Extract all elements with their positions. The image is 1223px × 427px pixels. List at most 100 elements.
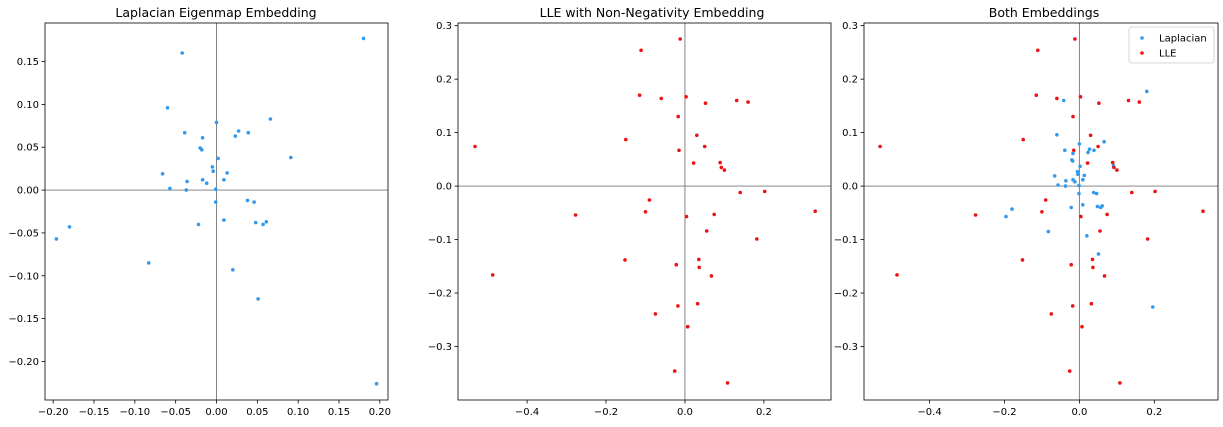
data-point: [213, 187, 218, 191]
data-point: [1081, 203, 1085, 207]
data-point: [1153, 189, 1157, 194]
data-point: [712, 212, 716, 217]
data-point: [1094, 191, 1099, 196]
data-point: [1096, 252, 1101, 256]
data-point: [261, 222, 265, 227]
data-point: [1055, 133, 1059, 137]
plot-frame: [863, 22, 1219, 401]
data-point: [1118, 381, 1122, 385]
data-point: [1070, 304, 1075, 308]
y-tick-label: −0.15: [8, 314, 39, 325]
data-point: [1046, 229, 1051, 234]
x-tick-label: 0.10: [287, 407, 309, 418]
data-point: [573, 213, 578, 217]
x-tick-label: 0.00: [205, 407, 227, 418]
data-point: [146, 261, 151, 265]
data-point: [1043, 198, 1048, 202]
data-point: [1036, 48, 1040, 53]
x-tick-label: −0.20: [38, 407, 69, 418]
data-point: [1095, 204, 1100, 209]
data-point: [684, 95, 688, 99]
chart-title: LLE with Non-Negativity Embedding: [540, 5, 765, 20]
data-point: [1064, 179, 1068, 183]
data-point: [196, 222, 201, 227]
data-point: [1126, 98, 1131, 103]
data-point: [210, 165, 215, 169]
data-point: [1061, 98, 1066, 103]
data-point: [1097, 101, 1101, 105]
y-tick-label: −0.3: [834, 342, 858, 353]
data-point: [624, 137, 628, 142]
data-point: [1056, 183, 1060, 187]
y-tick-label: 0.05: [17, 143, 39, 154]
data-point: [233, 134, 238, 138]
x-tick-label: 0.0: [1071, 407, 1087, 418]
data-point: [1130, 190, 1134, 195]
y-tick-label: 0.3: [842, 21, 858, 32]
data-point: [268, 117, 273, 121]
data-point: [639, 48, 643, 53]
data-point: [1151, 305, 1155, 309]
data-point: [211, 169, 215, 173]
data-point: [54, 237, 59, 241]
data-point: [252, 200, 256, 204]
data-point: [1071, 114, 1075, 119]
data-point: [160, 172, 165, 176]
data-point: [678, 37, 682, 41]
data-point: [755, 237, 759, 241]
data-point: [1082, 173, 1087, 178]
data-point: [813, 209, 817, 213]
x-tick-label: −0.4: [515, 407, 539, 418]
chart-title: Both Embeddings: [989, 5, 1099, 20]
data-point: [704, 229, 709, 233]
data-point: [1077, 191, 1081, 196]
legend-marker: [1140, 36, 1144, 40]
data-point: [236, 129, 241, 133]
data-point: [647, 198, 652, 202]
x-tick-label: 0.2: [1146, 407, 1162, 418]
data-point: [691, 161, 696, 165]
y-tick-label: 0.0: [842, 182, 858, 193]
data-point: [725, 381, 730, 385]
data-point: [1089, 301, 1094, 306]
data-point: [709, 274, 714, 278]
data-point: [374, 381, 379, 386]
data-point: [676, 114, 680, 119]
data-point: [1049, 312, 1054, 316]
data-point: [165, 106, 170, 110]
data-point: [1102, 139, 1106, 144]
y-tick-label: −0.20: [8, 357, 39, 368]
data-point: [213, 200, 218, 204]
data-point: [246, 130, 251, 135]
laplacian-embedding-plot: Laplacian Eigenmap Embedding −0.20 −0.15−…: [8, 5, 391, 418]
data-point: [1055, 96, 1059, 101]
data-point: [67, 225, 72, 229]
data-point: [180, 51, 184, 55]
data-point: [1085, 234, 1089, 238]
data-point: [1052, 174, 1057, 178]
data-point: [1079, 214, 1083, 219]
data-point: [697, 265, 701, 270]
data-point: [684, 214, 689, 219]
data-point: [225, 171, 229, 175]
x-tick-label: 0.15: [328, 407, 350, 418]
data-point: [1110, 160, 1115, 165]
legend-box: [1128, 26, 1215, 64]
data-point: [185, 179, 189, 184]
data-point: [623, 258, 627, 262]
data-point: [762, 189, 767, 194]
data-point: [1040, 210, 1044, 214]
data-point: [722, 168, 727, 172]
data-point: [1090, 257, 1095, 262]
data-point: [245, 198, 250, 203]
legend-label: LLE: [1159, 49, 1176, 60]
data-point: [1081, 177, 1085, 182]
legend: Laplacian LLE: [1128, 26, 1215, 64]
y-tick-label: 0.1: [436, 128, 452, 139]
x-tick-label: −0.05: [160, 407, 191, 418]
data-point: [473, 144, 477, 149]
data-point: [703, 101, 708, 105]
data-point: [168, 186, 172, 191]
data-point: [1098, 229, 1102, 233]
data-point: [1071, 151, 1075, 156]
